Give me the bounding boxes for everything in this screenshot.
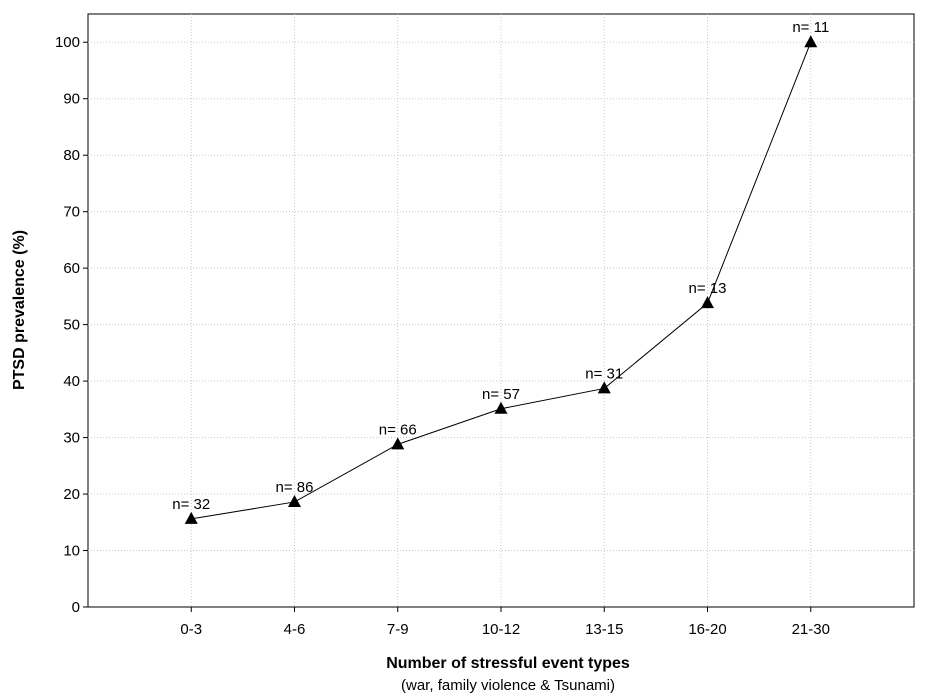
data-point-marker (597, 381, 611, 394)
x-axis-ticks: 0-3 4-6 7-9 10-12 13-15 16-20 21-30 (180, 607, 830, 638)
point-n-label: n= 66 (379, 421, 417, 438)
point-n-label: n= 57 (482, 386, 520, 403)
point-n-label: n= 11 (792, 19, 829, 36)
x-tick-label: 16-20 (688, 621, 726, 638)
x-tick-label: 0-3 (180, 621, 202, 638)
point-n-label: n= 32 (172, 496, 210, 513)
y-tick-label: 90 (63, 91, 80, 108)
y-axis-ticks: 0 10 20 30 40 50 60 70 80 90 100 (55, 34, 88, 616)
y-tick-label: 30 (63, 430, 80, 447)
data-point-marker (184, 511, 198, 524)
plot-area (87, 13, 915, 608)
x-tick-label: 4-6 (284, 621, 306, 638)
point-n-label: n= 86 (276, 479, 314, 496)
y-tick-label: 50 (63, 317, 80, 334)
x-tick-label: 10-12 (482, 621, 520, 638)
y-tick-label: 100 (55, 34, 80, 51)
y-tick-label: 10 (63, 543, 80, 560)
x-tick-label: 13-15 (585, 621, 623, 638)
point-n-label: n= 13 (689, 280, 727, 297)
x-tick-label: 21-30 (792, 621, 830, 638)
y-tick-label: 20 (63, 486, 80, 503)
y-tick-label: 70 (63, 204, 80, 221)
y-tick-label: 80 (63, 147, 80, 164)
data-point-marker (494, 401, 508, 414)
x-axis-title: Number of stressful event types (386, 655, 630, 672)
point-labels: n= 32 n= 86 n= 66 n= 57 n= 31 n= 13 n= 11 (172, 19, 829, 513)
point-n-label: n= 31 (585, 365, 623, 382)
x-axis-subtitle: (war, family violence & Tsunami) (401, 677, 615, 694)
y-tick-label: 60 (63, 260, 80, 277)
x-tick-label: 7-9 (387, 621, 409, 638)
y-axis-title: PTSD prevalence (%) (11, 230, 28, 390)
data-point-marker (391, 437, 405, 450)
y-tick-label: 40 (63, 373, 80, 390)
data-point-marker (701, 296, 714, 309)
data-markers (184, 35, 818, 524)
data-point-marker (804, 35, 818, 48)
data-point-marker (288, 494, 301, 507)
y-tick-label: 0 (72, 599, 80, 616)
